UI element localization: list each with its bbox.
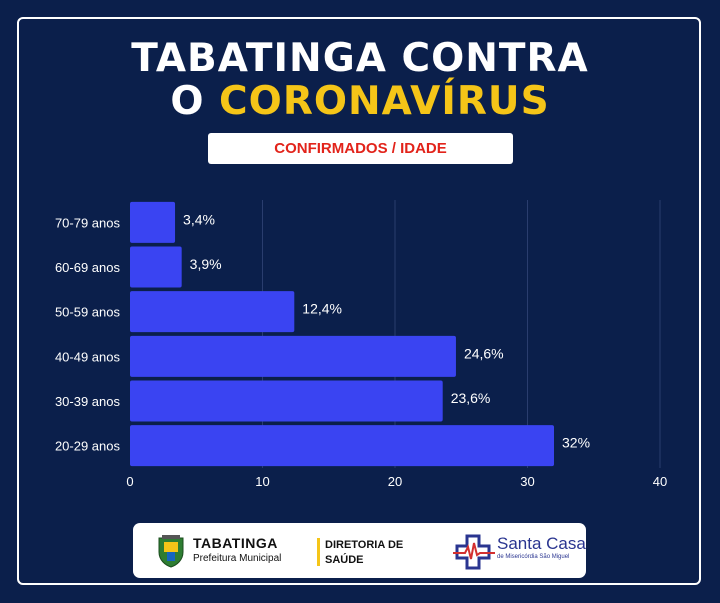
- title-line-1: TABATINGA CONTRA: [0, 37, 720, 81]
- santa-casa-logo: Santa Casa de Misericórdia São Miguel: [453, 533, 586, 571]
- diretoria-line-2: SAÚDE: [325, 554, 364, 566]
- category-label: 30-39 anos: [55, 394, 121, 409]
- data-label: 32%: [562, 435, 590, 451]
- title-highlight: CORONAVÍRUS: [219, 79, 550, 124]
- diretoria-line-1: DIRETORIA DE: [325, 539, 404, 551]
- category-label: 20-29 anos: [55, 439, 121, 454]
- bar: [130, 246, 182, 288]
- bar: [130, 201, 176, 243]
- santa-casa-name: Santa Casa: [497, 534, 586, 553]
- data-label: 12,4%: [302, 301, 342, 317]
- category-label: 60-69 anos: [55, 260, 121, 275]
- data-label: 3,4%: [183, 211, 215, 227]
- category-label: 50-59 anos: [55, 305, 121, 320]
- tabatinga-subtitle: Prefeitura Municipal: [193, 553, 282, 564]
- tabatinga-name: TABATINGA: [193, 535, 278, 551]
- data-label: 24,6%: [464, 345, 504, 361]
- title-text: TABATINGA CONTRA: [131, 36, 589, 81]
- x-tick-label: 0: [126, 474, 133, 489]
- x-tick-label: 20: [388, 474, 402, 489]
- x-tick-label: 40: [653, 474, 667, 489]
- title-prefix: O: [170, 79, 220, 124]
- santa-casa-subtitle: de Misericórdia São Miguel: [497, 554, 570, 560]
- diretoria-saude-text: DIRETORIA DE SAÚDE: [325, 538, 403, 568]
- subtitle-badge: CONFIRMADOS / IDADE: [208, 133, 513, 164]
- data-label: 3,9%: [190, 256, 222, 272]
- bar-chart: 70-79 anos 3,4% 60-69 anos 3,9% 50-59 anos 12…: [55, 200, 667, 489]
- border-frame: [17, 17, 701, 585]
- bar: [130, 335, 456, 377]
- x-tick-label: 10: [255, 474, 269, 489]
- bar: [130, 380, 443, 422]
- category-label: 70-79 anos: [55, 215, 121, 230]
- crest-icon: [158, 535, 184, 568]
- footer-divider: [317, 538, 320, 566]
- x-tick-label: 30: [520, 474, 534, 489]
- title-line-2: O CORONAVÍRUS: [0, 80, 720, 124]
- subtitle-text: CONFIRMADOS / IDADE: [274, 140, 447, 157]
- footer-logos: TABATINGA Prefeitura Municipal DIRETORIA…: [133, 523, 586, 578]
- cross-heartbeat-icon: [453, 534, 495, 570]
- data-label: 23,6%: [451, 390, 491, 406]
- category-label: 40-49 anos: [55, 349, 121, 364]
- bar: [130, 291, 295, 333]
- tabatinga-logo: TABATINGA Prefeitura Municipal: [155, 533, 295, 569]
- bar: [130, 425, 554, 467]
